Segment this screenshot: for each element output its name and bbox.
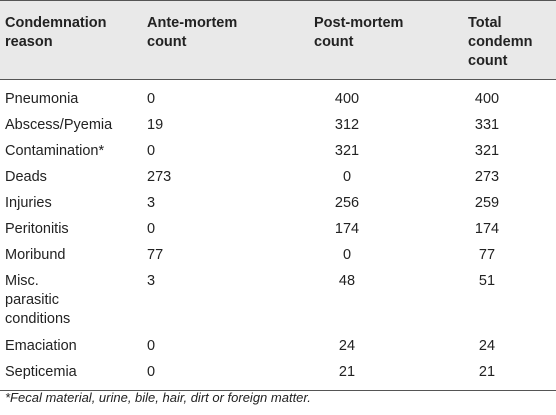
table-row: Contamination* 0 321 321 — [0, 138, 556, 164]
cell-ante-mortem-count: 77 — [147, 247, 164, 263]
header-line: count — [468, 53, 508, 69]
header-line: reason — [5, 34, 53, 50]
table-row: Septicemia 0 21 21 — [0, 359, 556, 391]
cell-total-condemn-count: 174 — [474, 221, 500, 237]
table-header: Condemnation reason Ante-mortem count Po… — [0, 0, 556, 80]
table-row: Moribund 77 0 77 — [0, 242, 556, 268]
table-row: Injuries 3 256 259 — [0, 190, 556, 216]
cell-total-condemn-count: 21 — [418, 359, 556, 391]
cell-post-mortem-count: 0 — [342, 247, 352, 263]
table-footnote: *Fecal material, urine, bile, hair, dirt… — [5, 390, 311, 405]
cell-ante-mortem-count: 0 — [147, 338, 156, 354]
cell-condemnation-reason: Peritonitis — [0, 216, 137, 242]
cell-total-condemn-count: 400 — [474, 91, 500, 107]
condemnation-table-container: Condemnation reason Ante-mortem count Po… — [0, 0, 556, 391]
reason-line: Abscess/Pyemia — [5, 117, 113, 133]
table-row: Pneumonia 0 400 400 — [0, 80, 556, 113]
cell-post-mortem-count: 24 — [338, 338, 356, 354]
cell-ante-mortem-count: 273 — [147, 169, 172, 185]
cell-condemnation-reason: Emaciation — [0, 333, 137, 359]
cell-total-condemn-count: 321 — [474, 143, 500, 159]
reason-line: Septicemia — [5, 364, 77, 380]
cell-ante-mortem-count: 0 — [147, 91, 156, 107]
cell-post-mortem-count: 400 — [334, 91, 360, 107]
cell-ante-mortem-count: 0 — [137, 359, 276, 391]
cell-post-mortem-count: 174 — [334, 221, 360, 237]
header-condemnation-reason: Condemnation reason — [0, 0, 137, 80]
cell-ante-mortem-count: 0 — [147, 221, 156, 237]
header-line: Total condemn — [468, 15, 533, 50]
table-row: Deads 273 0 273 — [0, 164, 556, 190]
cell-total-condemn-count: 77 — [478, 247, 496, 263]
reason-line: Moribund — [5, 247, 66, 263]
cell-ante-mortem-count: 3 — [147, 195, 156, 211]
header-line: count — [147, 34, 187, 50]
table-row: Emaciation 0 24 24 — [0, 333, 556, 359]
header-ante-mortem-count: Ante-mortem count — [137, 0, 276, 80]
header-line: Condemnation — [5, 15, 107, 31]
cell-ante-mortem-count: 3 — [147, 273, 156, 289]
table-row: Abscess/Pyemia 19 312 331 — [0, 112, 556, 138]
cell-condemnation-reason: Pneumonia — [0, 80, 137, 113]
cell-condemnation-reason: Contamination* — [0, 138, 137, 164]
cell-post-mortem-count: 321 — [334, 143, 360, 159]
cell-post-mortem-count: 21 — [276, 359, 418, 391]
cell-total-condemn-count: 331 — [474, 117, 500, 133]
reason-line: Peritonitis — [5, 221, 69, 237]
reason-line: parasitic — [5, 292, 59, 308]
header-line: Ante-mortem — [147, 15, 238, 31]
reason-line: Emaciation — [5, 338, 77, 354]
cell-condemnation-reason: Abscess/Pyemia — [0, 112, 137, 138]
cell-post-mortem-count: 312 — [334, 117, 360, 133]
header-post-mortem-count: Post-mortem count — [276, 0, 418, 80]
cell-total-condemn-count: 24 — [478, 338, 496, 354]
cell-total-condemn-count: 259 — [474, 195, 500, 211]
table-body: Pneumonia 0 400 400 Abscess/Pyemia 19 312 331 Co… — [0, 80, 556, 391]
cell-post-mortem-count: 256 — [334, 195, 360, 211]
table-row: Peritonitis 0 174 174 — [0, 216, 556, 242]
reason-line: Pneumonia — [5, 91, 79, 107]
cell-condemnation-reason: Deads — [0, 164, 137, 190]
reason-line: Misc. — [5, 273, 39, 289]
condemnation-table: Condemnation reason Ante-mortem count Po… — [0, 0, 556, 391]
cell-ante-mortem-count: 0 — [147, 143, 156, 159]
header-line: count — [314, 34, 354, 50]
cell-condemnation-reason: Injuries — [0, 190, 137, 216]
table-row: Misc. parasitic conditions 3 48 51 — [0, 268, 556, 333]
cell-total-condemn-count: 51 — [478, 273, 496, 289]
reason-line: Deads — [5, 169, 47, 185]
reason-line: conditions — [5, 311, 71, 327]
cell-post-mortem-count: 0 — [342, 169, 352, 185]
cell-condemnation-reason: Misc. parasitic conditions — [0, 268, 137, 333]
cell-condemnation-reason: Septicemia — [0, 359, 137, 391]
cell-post-mortem-count: 48 — [338, 273, 356, 289]
header-row: Condemnation reason Ante-mortem count Po… — [0, 0, 556, 80]
cell-condemnation-reason: Moribund — [0, 242, 137, 268]
header-total-condemn-count: Total condemn count — [418, 0, 556, 80]
cell-total-condemn-count: 273 — [474, 169, 500, 185]
header-line: Post-mortem — [314, 15, 404, 31]
cell-ante-mortem-count: 19 — [147, 117, 164, 133]
reason-line: Injuries — [5, 195, 52, 211]
reason-line: Contamination* — [5, 143, 105, 159]
